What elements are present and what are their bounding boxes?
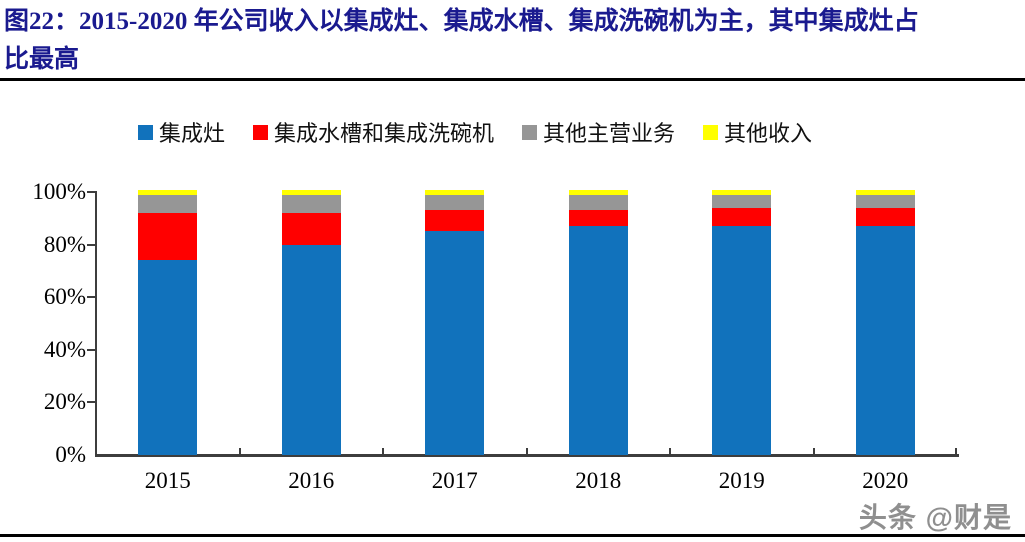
legend-item-3: 其他主营业务 [522, 116, 675, 148]
y-axis-tick [87, 401, 95, 404]
bar-segment-集成水槽和集成洗碗机 [568, 210, 628, 227]
bar-segment-集成灶 [568, 226, 628, 455]
bottom-border-rule [0, 534, 1025, 537]
bar-segment-其他主营业务 [568, 194, 628, 211]
legend-item-1: 集成灶 [138, 116, 225, 148]
bar-segment-集成水槽和集成洗碗机 [138, 213, 198, 261]
x-axis-tick [382, 448, 384, 455]
legend-swatch-icon [138, 124, 153, 140]
bar-segment-其他收入 [568, 189, 628, 195]
bar-2016 [281, 189, 341, 455]
chart-legend: 集成灶 集成水槽和集成洗碗机 其他主营业务 其他收入 [138, 116, 812, 148]
legend-item-4: 其他收入 [703, 116, 812, 148]
bar-segment-其他主营业务 [855, 194, 915, 208]
x-axis-line [95, 454, 959, 457]
legend-label: 其他主营业务 [543, 121, 676, 146]
legend-swatch-icon [703, 124, 719, 140]
legend-swatch-icon [253, 124, 269, 140]
y-axis-tick [87, 348, 95, 351]
bar-segment-集成水槽和集成洗碗机 [855, 207, 915, 227]
x-axis-tick [669, 448, 671, 455]
legend-label: 其他收入 [724, 121, 813, 146]
x-axis-category-label: 2016 [288, 468, 335, 493]
y-axis-tick-label: 40% [43, 336, 86, 362]
x-axis-tick [955, 448, 957, 455]
legend-label: 集成灶 [159, 121, 226, 146]
figure-title: 图22：2015-2020 年公司收入以集成灶、集成水槽、集成洗碗机为主，其中集… [4, 3, 1020, 79]
y-axis-tick [87, 243, 95, 246]
bar-segment-其他收入 [712, 189, 772, 195]
legend-swatch-icon [522, 124, 538, 140]
bar-2020 [855, 189, 915, 455]
title-divider-rule [0, 78, 1025, 81]
x-axis-tick [813, 448, 815, 455]
bar-segment-其他收入 [855, 189, 915, 195]
bar-segment-集成水槽和集成洗碗机 [712, 207, 772, 227]
bar-segment-集成水槽和集成洗碗机 [281, 213, 341, 245]
x-axis-category-label: 2017 [431, 468, 478, 493]
bar-segment-集成灶 [425, 231, 485, 455]
bar-segment-集成灶 [855, 226, 915, 455]
figure-title-line2: 比最高 [4, 46, 80, 73]
bar-segment-其他收入 [425, 189, 485, 195]
y-axis-tick-label: 0% [55, 442, 86, 467]
x-axis-category-label: 2018 [575, 468, 622, 493]
bar-segment-其他主营业务 [138, 194, 198, 214]
bar-2017 [425, 189, 485, 455]
y-axis-tick-label: 100% [32, 179, 86, 204]
bar-2018 [568, 189, 628, 455]
bar-segment-其他收入 [281, 189, 341, 195]
bar-segment-其他主营业务 [425, 194, 485, 211]
x-axis-category-label: 2020 [862, 468, 909, 493]
bar-segment-集成灶 [712, 226, 772, 455]
x-axis-category-label: 2019 [718, 468, 765, 493]
legend-item-2: 集成水槽和集成洗碗机 [253, 116, 494, 148]
bar-segment-其他收入 [138, 189, 198, 195]
legend-label: 集成水槽和集成洗碗机 [274, 121, 495, 146]
bar-2015 [138, 189, 198, 455]
y-axis-tick [87, 191, 95, 193]
figure-title-line1: 图22：2015-2020 年公司收入以集成灶、集成水槽、集成洗碗机为主，其中集… [4, 8, 919, 35]
bar-2019 [712, 189, 772, 455]
y-axis-tick-label: 20% [43, 389, 86, 415]
y-axis-tick-label: 60% [43, 284, 86, 310]
y-axis-tick [87, 296, 95, 299]
x-axis-tick [526, 448, 528, 455]
bar-segment-其他主营业务 [712, 194, 772, 208]
watermark-text: 头条 @财是 [858, 502, 1012, 533]
x-axis-category-label: 2015 [144, 468, 191, 493]
bar-segment-集成水槽和集成洗碗机 [425, 210, 485, 232]
bar-segment-集成灶 [138, 260, 198, 455]
y-axis-tick-label: 80% [43, 231, 86, 257]
x-axis-tick [239, 448, 241, 455]
bar-segment-其他主营业务 [281, 194, 341, 214]
bar-segment-集成灶 [281, 244, 341, 455]
y-axis-line [95, 191, 97, 456]
